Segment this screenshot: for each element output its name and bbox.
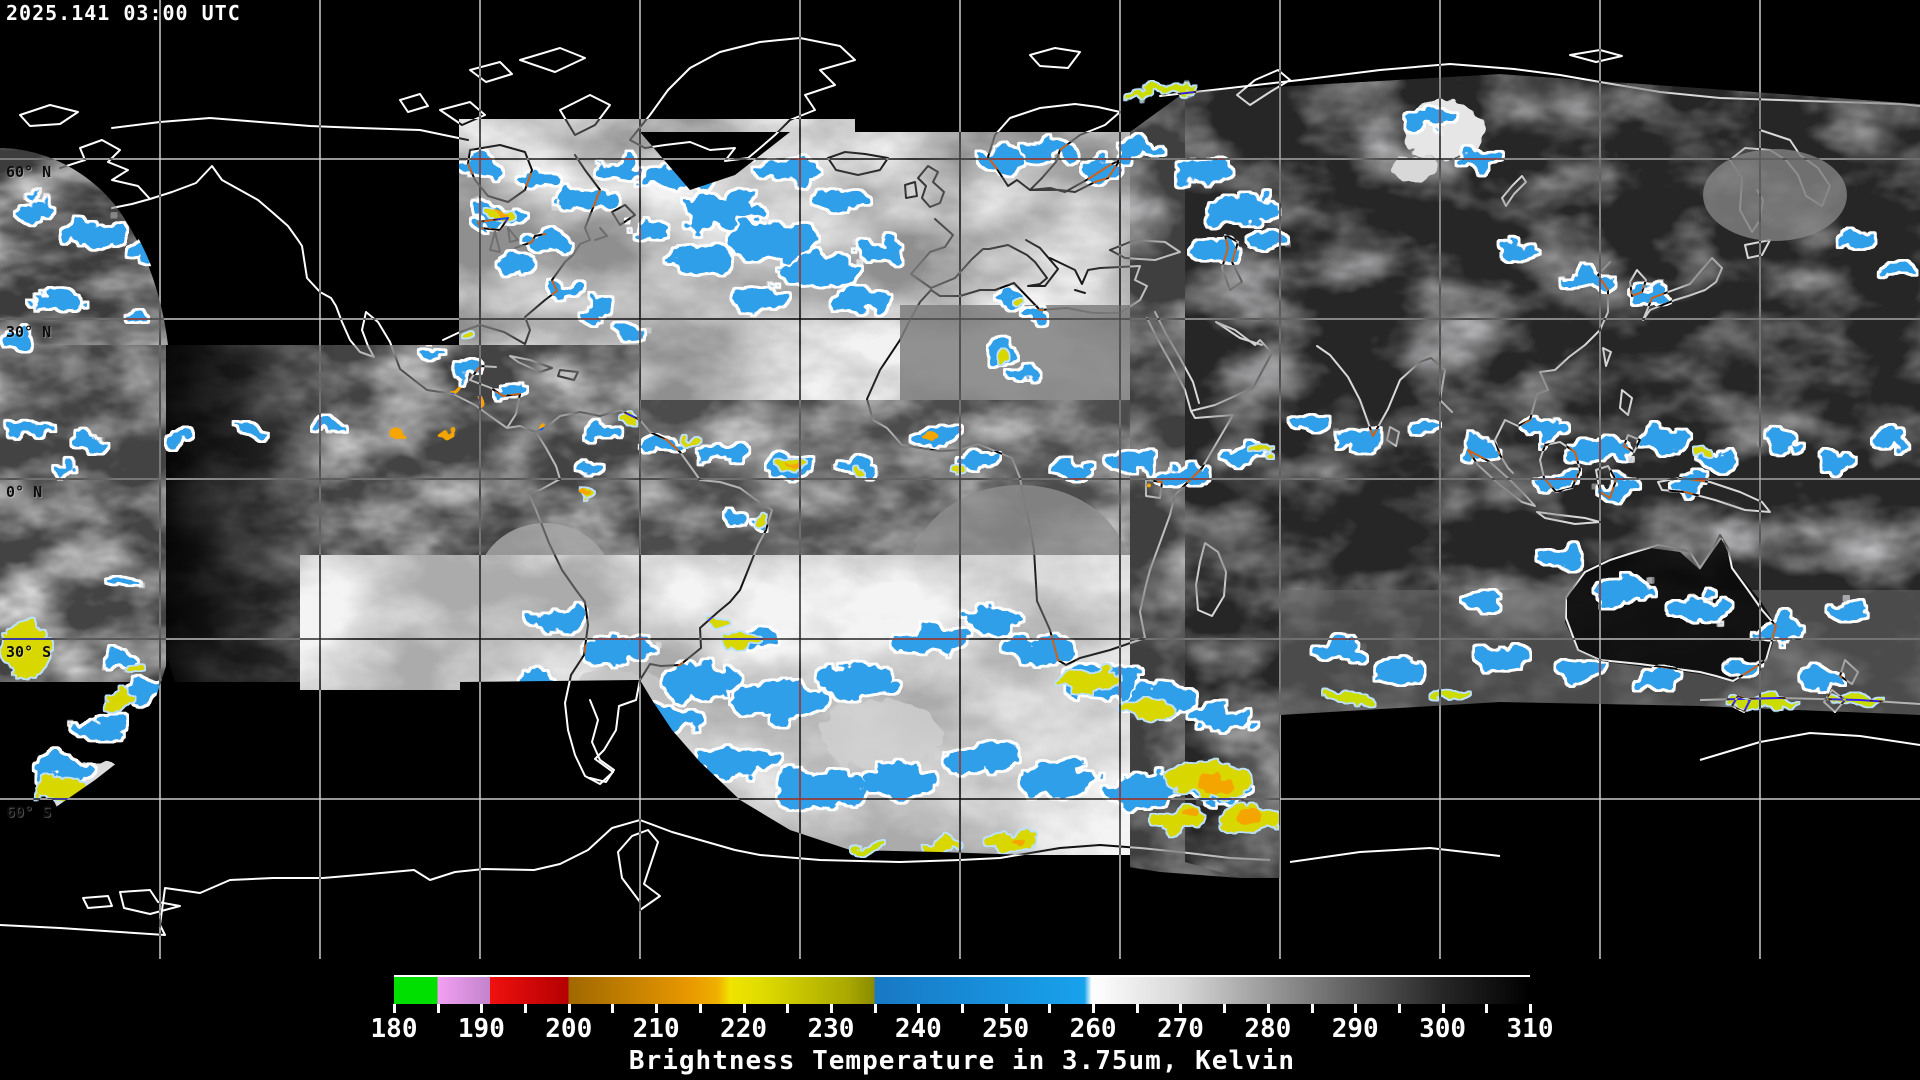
colorbar-tick-label: 190: [457, 1014, 505, 1044]
timestamp-label: 2025.141 03:00 UTC: [6, 1, 241, 25]
colorbar-tick: [524, 1004, 528, 1013]
colorbar-tick: [611, 1004, 615, 1013]
colorbar-tick: [436, 1004, 440, 1013]
colorbar-tick: [1048, 1004, 1052, 1013]
colorbar-tick: [1441, 1004, 1445, 1013]
colorbar-gradient-bar: [394, 975, 1530, 1004]
colorbar-tick-label: 210: [632, 1014, 680, 1044]
colorbar-tick: [1004, 1004, 1008, 1013]
colorbar-tick: [1179, 1004, 1183, 1013]
latitude-label: 30° S: [6, 643, 52, 661]
latitude-longitude-grid: [0, 0, 1920, 959]
cold-cloud-orange-cores: [391, 210, 1262, 846]
colorbar-tick: [1266, 1004, 1270, 1013]
colorbar-tick: [567, 1004, 571, 1013]
colorbar-tick: [1485, 1004, 1489, 1013]
colorbar-tick: [393, 1004, 396, 1013]
colorbar-tick-label: 270: [1156, 1014, 1204, 1044]
colorbar-tick: [1529, 1004, 1532, 1013]
colorbar-tick: [1135, 1004, 1139, 1013]
colorbar-tick-label: 310: [1506, 1014, 1554, 1044]
latitude-label: 30° N: [6, 323, 52, 341]
colorbar-tick: [1354, 1004, 1358, 1013]
colorbar: 180 190 200 210 220 230 240 250 260 270 280 290 300 3…: [371, 975, 1553, 1080]
colorbar-tick: [786, 1004, 790, 1013]
latitude-label: 60° S: [6, 803, 52, 821]
colorbar-tick: [698, 1004, 702, 1013]
colorbar-tick-label: 230: [807, 1014, 855, 1044]
colorbar-tick: [742, 1004, 746, 1013]
colorbar-tick-label: 240: [894, 1014, 942, 1044]
colorbar-tick: [829, 1004, 833, 1013]
colorbar-tick-label: 300: [1419, 1014, 1467, 1044]
coastlines: [19, 37, 1920, 785]
latitude-label: 60° N: [6, 163, 52, 181]
world-ir-composite-canvas: [0, 0, 1920, 959]
colorbar-tick-label: 260: [1069, 1014, 1117, 1044]
latitude-label: 0° N: [6, 483, 43, 501]
colorbar-tick-label: 200: [545, 1014, 593, 1044]
colorbar-tick: [655, 1004, 659, 1013]
colorbar-tick: [480, 1004, 484, 1013]
colorbar-tick-label: 220: [720, 1014, 768, 1044]
colorbar-tick: [917, 1004, 921, 1013]
colorbar-title: Brightness Temperature in 3.75um, Kelvin: [628, 1046, 1296, 1076]
colorbar-tick-label: 250: [982, 1014, 1030, 1044]
colorbar-tick-label: 290: [1331, 1014, 1379, 1044]
colorbar-tick: [1397, 1004, 1401, 1013]
colorbar-tick: [873, 1004, 877, 1013]
colorbar-tick-label: 180: [370, 1014, 418, 1044]
colorbar-tick: [1223, 1004, 1227, 1013]
colorbar-tick-label: 280: [1244, 1014, 1292, 1044]
colorbar-tick: [1092, 1004, 1096, 1013]
antarctica-coastline: [0, 697, 1920, 936]
colorbar-tick: [1310, 1004, 1314, 1013]
colorbar-tick: [961, 1004, 964, 1013]
